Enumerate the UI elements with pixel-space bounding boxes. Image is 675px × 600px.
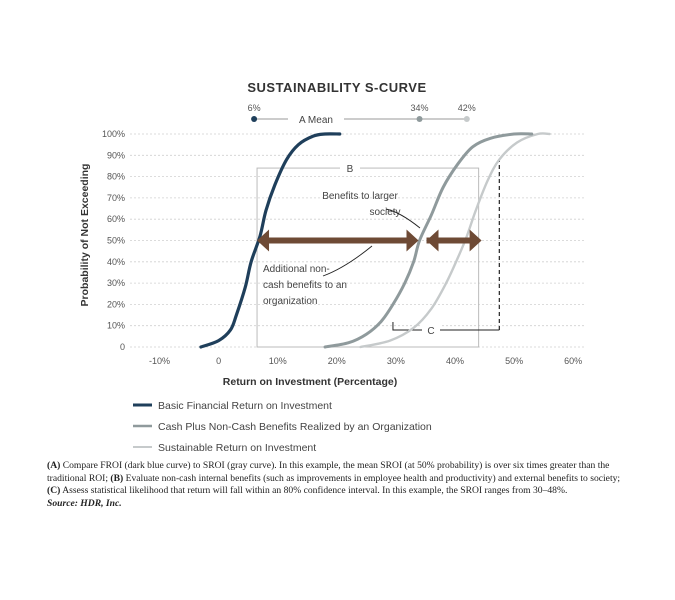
caption-b-text: Evaluate non-cash internal benefits (suc… [123,472,621,484]
mean-point-label-42: 42% [458,103,476,113]
caption-source: Source: HDR, Inc. [47,497,122,509]
benefits-larger-line1: Benefits to larger [322,191,398,202]
mean-point-34 [416,116,423,122]
benefits-leader-line [385,208,421,229]
box-b-label-bg [340,161,360,176]
legend-label-2: Sustainable Return on Investment [158,442,316,454]
mean-markers: A Mean 6% 34% 42% [248,103,476,126]
caption-c-label: (C) [47,485,61,496]
box-c-bracket: C [392,159,500,337]
x-tick-20: 20% [328,356,346,366]
box-b: B [256,161,480,348]
arrow-head-mid-right [406,229,419,252]
x-tick-labels: -10% 0 10% 20% 30% 40% 50% 60% [149,356,582,366]
box-c-label-bg [422,322,440,337]
additional-line1: Additional non- [263,264,330,275]
x-tick-0: 0 [216,356,221,366]
y-tick-10: 10% [107,321,125,331]
y-tick-90: 90% [107,150,125,160]
y-tick-70: 70% [107,193,125,203]
y-tick-100: 100% [102,129,125,139]
caption-a-label: (A) [47,460,61,471]
box-c-base [392,321,500,331]
y-tick-20: 20% [107,299,125,309]
annotations: Benefits to larger society Additional no… [263,191,421,307]
legend: Basic Financial Return on Investment Cash… [133,400,432,454]
additional-line2: cash benefits to an [263,280,347,291]
mean-point-42 [463,116,470,122]
additional-leader-line [322,245,373,277]
y-tick-labels: 0 10% 20% 30% 40% 50% 60% 70% 80% 90% 100% [102,129,125,352]
benefit-arrows [257,229,482,252]
curve-series-2 [359,132,551,349]
arrow-head-right [469,229,482,252]
additional-line3: organization [263,296,317,307]
mean-point-label-6: 6% [248,103,261,113]
x-tick-40: 40% [446,356,464,366]
y-axis-label: Probability of Not Exceeding [79,164,91,307]
curve-series-0 [199,132,342,349]
box-c-label: C [427,326,434,337]
y-tick-60: 60% [107,214,125,224]
arrow-head-mid-left [426,229,439,252]
caption-c-text: Assess statistical likelihood that retur… [60,485,568,496]
x-tick--10: -10% [149,356,170,366]
y-tick-80: 80% [107,172,125,182]
mean-point-6 [251,116,258,122]
mean-label-bg [288,112,344,126]
x-tick-30: 30% [387,356,405,366]
curve-series-1 [323,132,534,349]
s-curve-chart: SUSTAINABILITY S-CURVE 0 10% 20% 30% 40% 50% 6… [79,80,585,454]
x-tick-60: 60% [564,356,582,366]
box-b-label: B [347,164,354,175]
benefits-larger-line2: society [369,207,400,218]
mean-point-label-34: 34% [411,103,429,113]
arrow-head-left [257,229,270,252]
caption-a-text: Compare FROI (dark blue curve) to SROI (… [47,460,610,484]
caption-b-label: (B) [110,472,124,484]
y-tick-30: 30% [107,278,125,288]
y-tick-50: 50% [107,236,125,246]
y-tick-40: 40% [107,257,125,267]
curves [199,132,551,349]
x-tick-50: 50% [505,356,523,366]
figure-caption: (A) Compare FROI (dark blue curve) to SR… [47,460,627,510]
legend-label-0: Basic Financial Return on Investment [158,400,332,412]
x-tick-10: 10% [269,356,287,366]
mean-label: A Mean [299,115,333,126]
legend-label-1: Cash Plus Non-Cash Benefits Realized by … [158,421,432,433]
chart-title: SUSTAINABILITY S-CURVE [247,80,426,95]
y-tick-0: 0 [120,342,125,352]
box-b-rect [256,167,480,348]
x-axis-label: Return on Investment (Percentage) [223,376,397,388]
